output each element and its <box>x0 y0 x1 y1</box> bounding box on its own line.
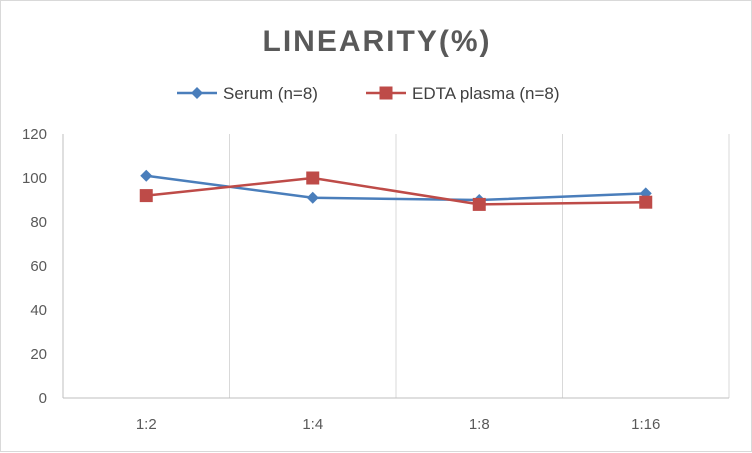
grid <box>229 134 730 398</box>
series-line <box>146 176 646 206</box>
x-tick-label: 1:4 <box>302 416 323 433</box>
series-layer <box>139 169 653 211</box>
legend-marker <box>191 87 203 99</box>
x-tick-label: 1:2 <box>136 416 157 433</box>
x-tick-label: 1:8 <box>469 416 490 433</box>
legend-label: EDTA plasma (n=8) <box>412 84 560 103</box>
data-point <box>306 191 319 204</box>
x-tick-label: 1:16 <box>631 416 660 433</box>
y-tick-label: 0 <box>39 390 47 407</box>
x-axis-ticks: 1:2 1:4 1:8 1:16 <box>136 416 661 433</box>
data-point <box>139 189 153 203</box>
y-axis-ticks: 0 20 40 60 80 100 120 <box>22 126 47 407</box>
data-point <box>472 197 486 211</box>
y-tick-label: 40 <box>30 302 47 319</box>
data-point <box>639 195 653 209</box>
axes <box>62 134 729 399</box>
chart-title: LINEARITY(%) <box>263 25 492 58</box>
y-tick-label: 120 <box>22 126 47 143</box>
legend-item: Serum (n=8) <box>177 84 318 103</box>
legend-label: Serum (n=8) <box>223 84 318 103</box>
y-tick-label: 80 <box>30 214 47 231</box>
series-2 <box>139 171 653 211</box>
legend-item: EDTA plasma (n=8) <box>366 84 560 103</box>
y-tick-label: 60 <box>30 258 47 275</box>
data-point <box>140 169 153 182</box>
y-tick-label: 100 <box>22 170 47 187</box>
legend-marker <box>379 86 393 100</box>
legend: Serum (n=8) EDTA plasma (n=8) <box>177 84 560 103</box>
y-tick-label: 20 <box>30 346 47 363</box>
data-point <box>306 171 320 185</box>
